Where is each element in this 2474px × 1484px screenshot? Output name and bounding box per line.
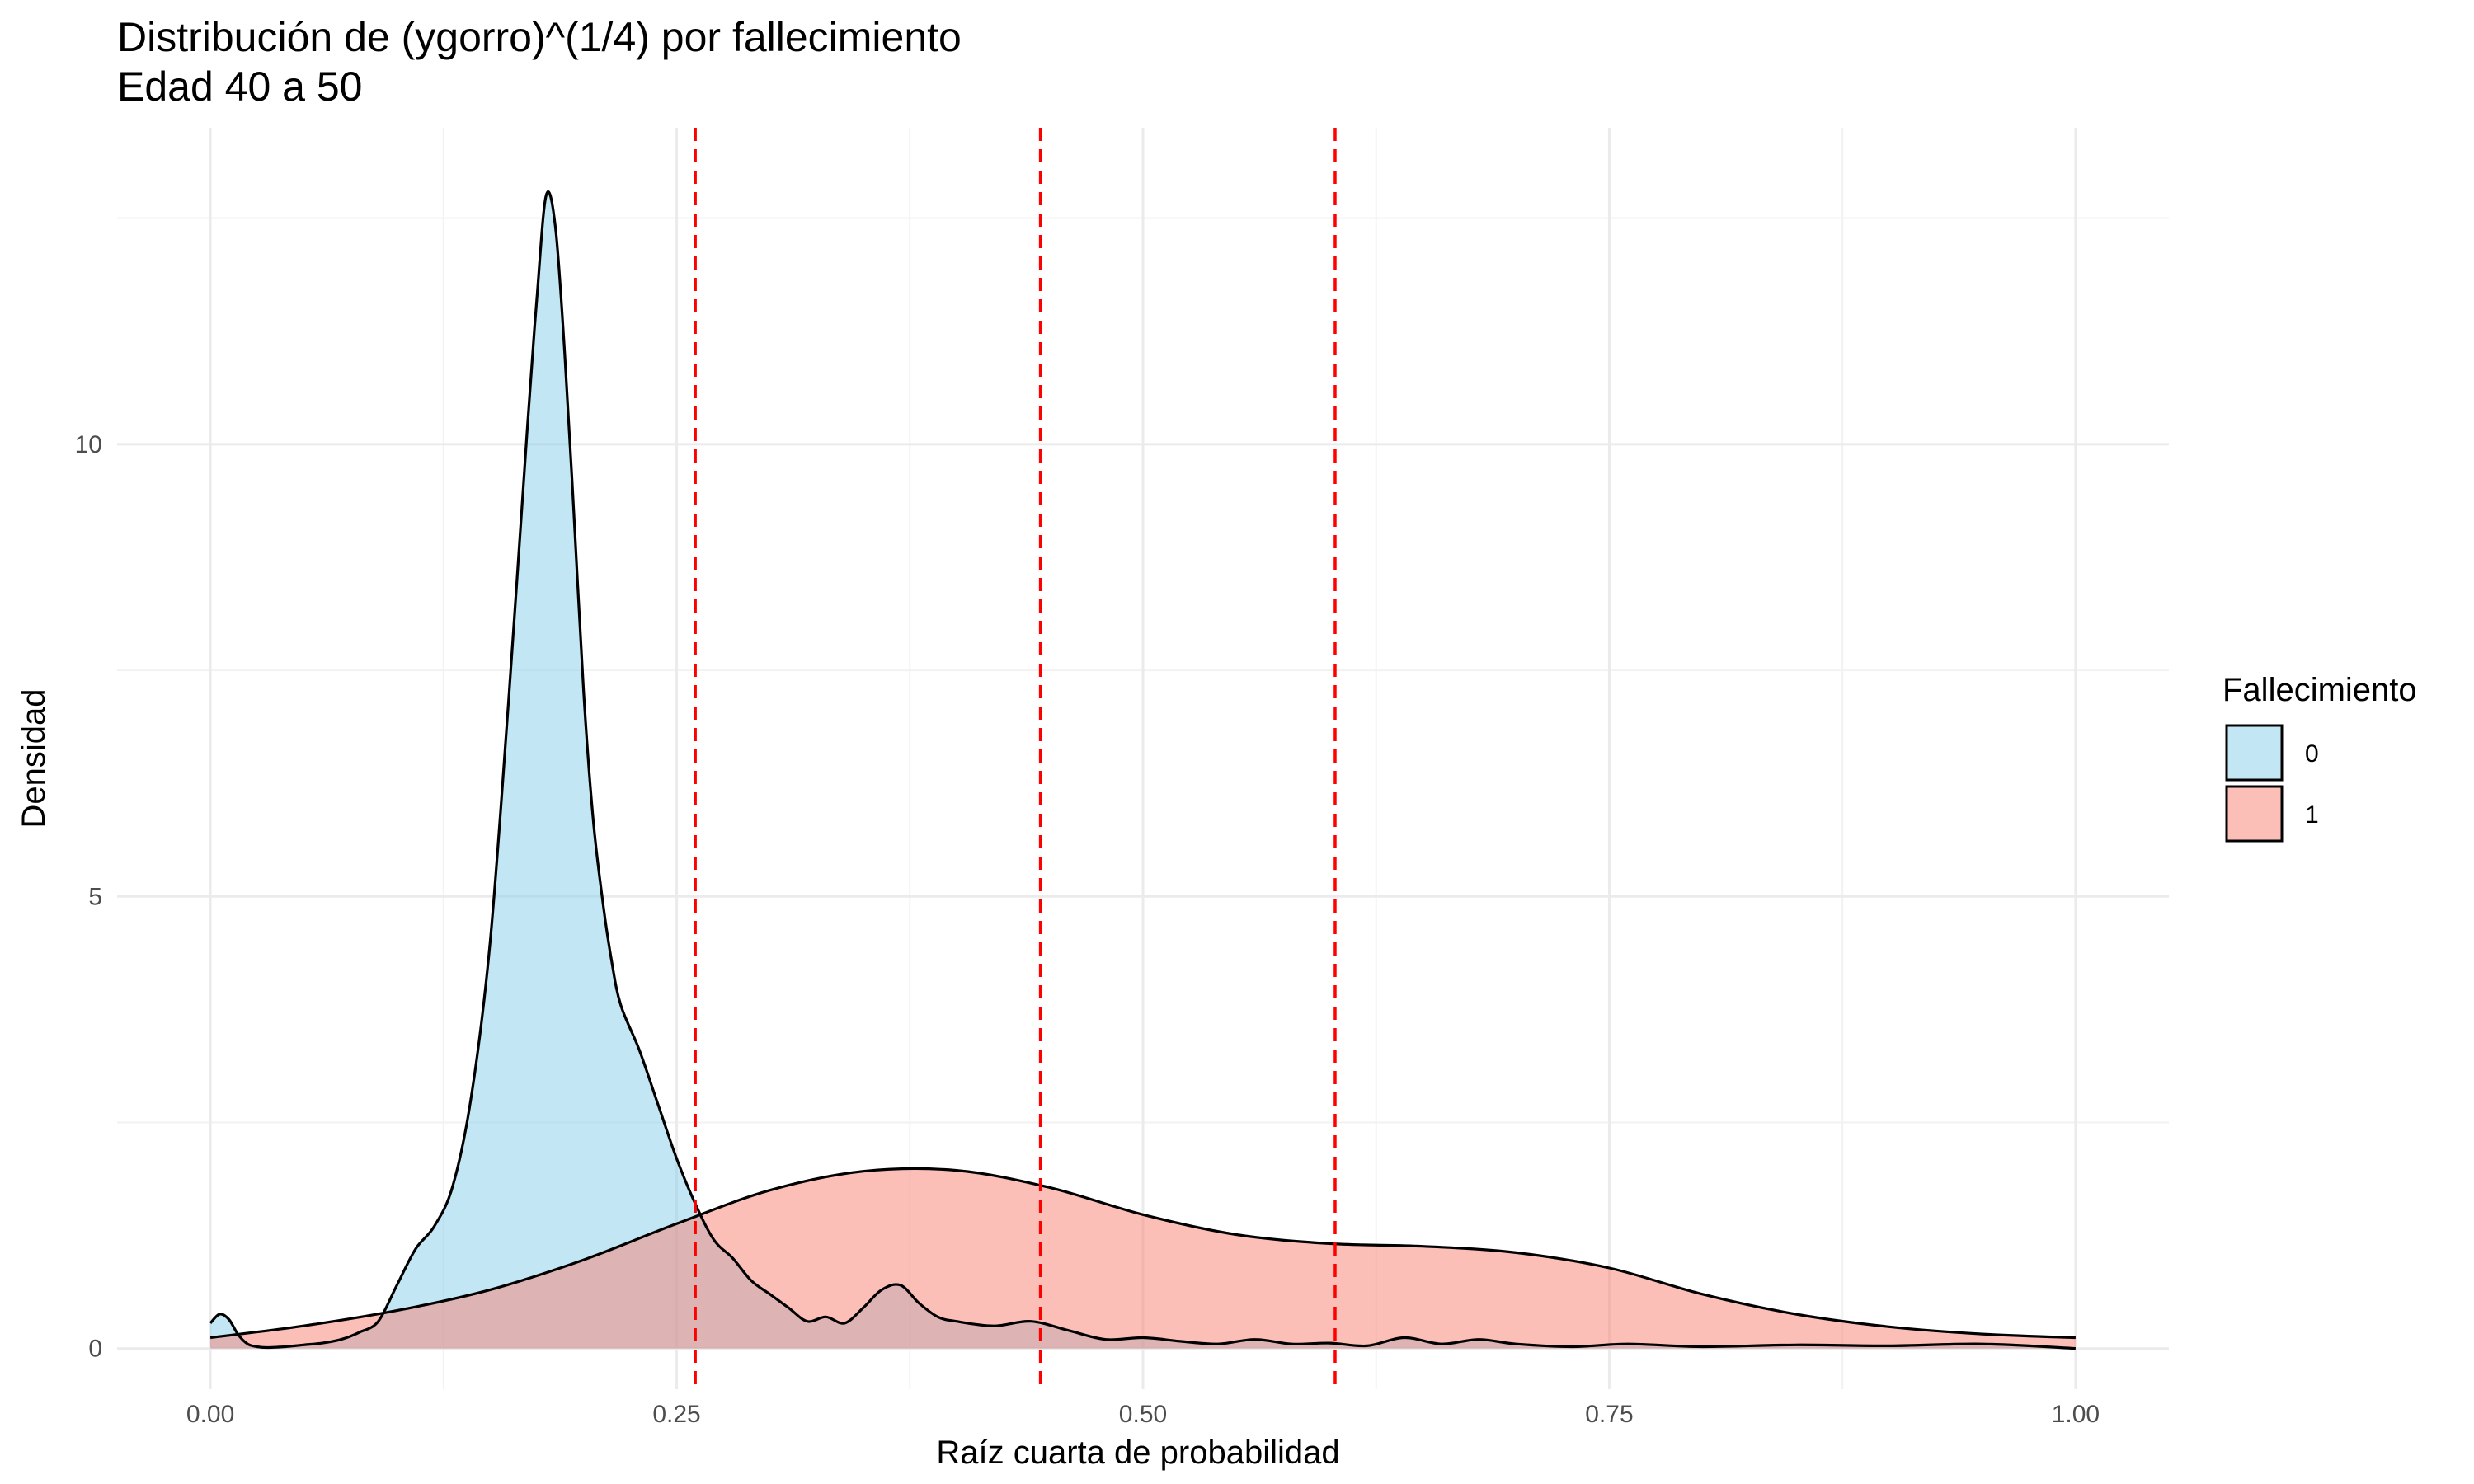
grid-lines xyxy=(117,128,2169,1389)
axis-ticks: 0.00 0.25 0.50 0.75 1.00 0 5 10 xyxy=(75,431,2100,1428)
x-axis-title: Raíz cuarta de probabilidad xyxy=(936,1435,1339,1471)
y-tick-label-0: 0 xyxy=(88,1336,102,1363)
reference-lines xyxy=(694,128,1337,1389)
x-tick-label-4: 1.00 xyxy=(2052,1401,2100,1428)
y-axis-title: Densidad xyxy=(16,688,52,828)
legend: Fallecimiento 0 1 xyxy=(2222,672,2417,843)
x-tick-label-2: 0.50 xyxy=(1119,1401,1167,1428)
legend-swatch-1 xyxy=(2225,785,2284,843)
density-area-0 xyxy=(210,191,2076,1349)
legend-label-0: 0 xyxy=(2305,740,2319,768)
legend-title: Fallecimiento xyxy=(2222,672,2417,708)
chart-subtitle: Edad 40 a 50 xyxy=(117,63,363,110)
legend-swatch-0 xyxy=(2225,724,2284,782)
y-tick-label-2: 10 xyxy=(75,431,102,458)
x-tick-label-3: 0.75 xyxy=(1585,1401,1633,1428)
density-outlines xyxy=(209,190,2076,1350)
x-tick-label-1: 0.25 xyxy=(652,1401,700,1428)
legend-label-1: 1 xyxy=(2305,801,2319,829)
density-outline-0 xyxy=(209,190,2076,1350)
density-outline-1 xyxy=(209,1167,2076,1340)
chart-title: Distribución de (ygorro)^(1/4) por falle… xyxy=(117,14,962,60)
y-tick-label-1: 5 xyxy=(88,883,102,910)
density-area-1 xyxy=(210,1168,2076,1349)
x-tick-label-0: 0.00 xyxy=(186,1401,234,1428)
density-areas xyxy=(210,191,2076,1349)
